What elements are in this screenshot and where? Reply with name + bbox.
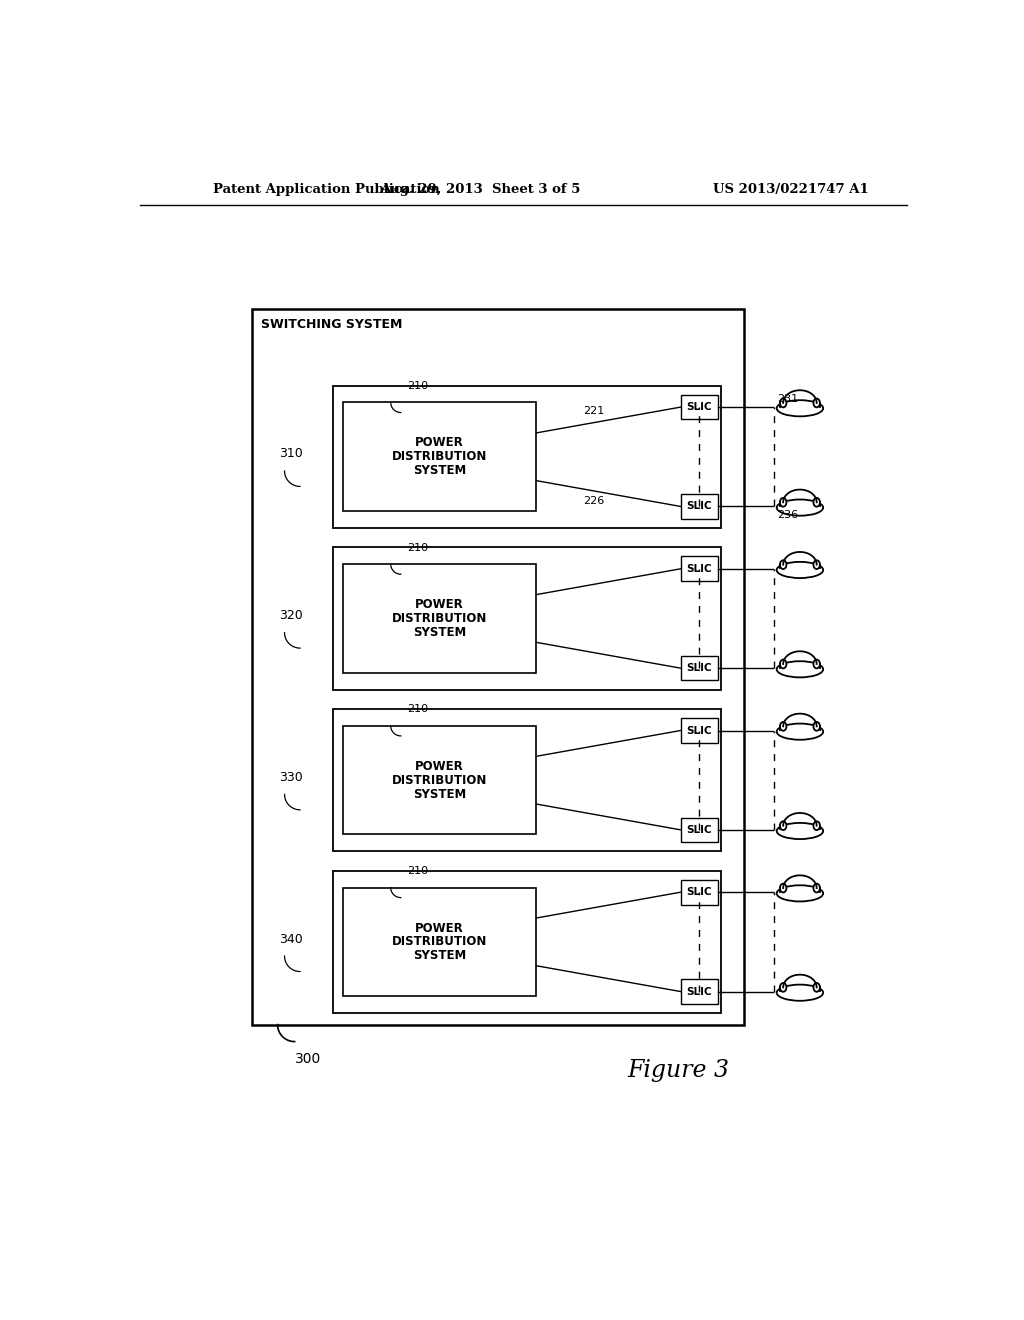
Text: DISTRIBUTION: DISTRIBUTION <box>392 450 487 463</box>
Ellipse shape <box>776 886 823 902</box>
Text: 340: 340 <box>279 932 303 945</box>
Ellipse shape <box>813 821 820 830</box>
Ellipse shape <box>813 560 820 569</box>
Text: DISTRIBUTION: DISTRIBUTION <box>392 612 487 624</box>
Text: DISTRIBUTION: DISTRIBUTION <box>392 774 487 787</box>
Text: Patent Application Publication: Patent Application Publication <box>213 182 440 195</box>
Bar <box>334 385 721 528</box>
Ellipse shape <box>780 660 786 668</box>
Bar <box>681 656 718 681</box>
Text: SYSTEM: SYSTEM <box>413 949 466 962</box>
Bar <box>334 709 721 851</box>
Text: 226: 226 <box>584 496 604 506</box>
Text: POWER: POWER <box>415 921 464 935</box>
Text: 330: 330 <box>279 771 303 784</box>
Text: 210: 210 <box>407 866 428 876</box>
Bar <box>252 309 744 1024</box>
Text: POWER: POWER <box>415 760 464 772</box>
Bar <box>343 726 537 834</box>
Bar <box>343 403 537 511</box>
Text: SWITCHING SYSTEM: SWITCHING SYSTEM <box>261 318 402 331</box>
Ellipse shape <box>776 985 823 1001</box>
Text: DISTRIBUTION: DISTRIBUTION <box>392 936 487 948</box>
Text: Aug. 29, 2013  Sheet 3 of 5: Aug. 29, 2013 Sheet 3 of 5 <box>381 182 581 195</box>
Ellipse shape <box>780 399 786 408</box>
Text: 231: 231 <box>776 395 798 404</box>
Ellipse shape <box>776 822 823 840</box>
Text: 236: 236 <box>776 510 798 520</box>
Ellipse shape <box>813 983 820 991</box>
Bar <box>681 979 718 1003</box>
Text: 210: 210 <box>407 381 428 391</box>
Text: SLIC: SLIC <box>686 986 712 997</box>
Text: SYSTEM: SYSTEM <box>413 465 466 477</box>
Bar <box>334 548 721 689</box>
Text: 300: 300 <box>295 1052 321 1065</box>
Ellipse shape <box>780 560 786 569</box>
Bar <box>681 817 718 842</box>
Text: SLIC: SLIC <box>686 403 712 412</box>
Text: Figure 3: Figure 3 <box>628 1060 729 1082</box>
Text: 221: 221 <box>584 407 604 416</box>
Text: POWER: POWER <box>415 598 464 611</box>
Ellipse shape <box>776 661 823 677</box>
Ellipse shape <box>780 883 786 892</box>
Ellipse shape <box>780 821 786 830</box>
Bar <box>681 494 718 519</box>
Bar <box>343 564 537 673</box>
Bar <box>334 871 721 1014</box>
Ellipse shape <box>780 983 786 991</box>
Text: 310: 310 <box>279 447 303 461</box>
Bar <box>681 880 718 904</box>
Bar <box>681 395 718 420</box>
Ellipse shape <box>813 399 820 408</box>
Text: SLIC: SLIC <box>686 564 712 574</box>
Text: 210: 210 <box>407 705 428 714</box>
Ellipse shape <box>776 400 823 416</box>
Ellipse shape <box>813 660 820 668</box>
Ellipse shape <box>813 498 820 507</box>
Bar <box>681 557 718 581</box>
Text: SLIC: SLIC <box>686 663 712 673</box>
Text: SLIC: SLIC <box>686 825 712 834</box>
Ellipse shape <box>776 562 823 578</box>
Bar <box>681 718 718 743</box>
Text: SLIC: SLIC <box>686 726 712 735</box>
Text: SLIC: SLIC <box>686 887 712 898</box>
Bar <box>343 887 537 997</box>
Ellipse shape <box>813 722 820 731</box>
Ellipse shape <box>780 498 786 507</box>
Ellipse shape <box>813 883 820 892</box>
Text: SYSTEM: SYSTEM <box>413 626 466 639</box>
Ellipse shape <box>780 722 786 731</box>
Ellipse shape <box>776 723 823 739</box>
Text: 210: 210 <box>407 543 428 553</box>
Text: US 2013/0221747 A1: US 2013/0221747 A1 <box>713 182 869 195</box>
Text: SLIC: SLIC <box>686 502 712 511</box>
Text: 320: 320 <box>279 609 303 622</box>
Text: POWER: POWER <box>415 437 464 449</box>
Text: SYSTEM: SYSTEM <box>413 788 466 800</box>
Ellipse shape <box>776 499 823 516</box>
